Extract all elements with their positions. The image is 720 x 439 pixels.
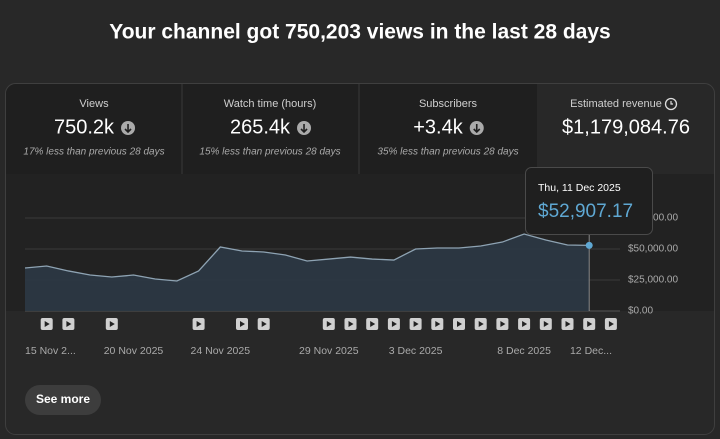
metric-value: +3.4k bbox=[413, 116, 463, 138]
hover-point bbox=[585, 241, 593, 249]
area bbox=[25, 233, 590, 311]
play-icon bbox=[240, 321, 245, 327]
down-arrow bbox=[473, 124, 481, 134]
down-arrow bbox=[300, 124, 308, 134]
clock-icon bbox=[664, 97, 678, 111]
metric-label: Estimated revenue bbox=[570, 98, 662, 110]
clock-hands bbox=[670, 101, 673, 105]
play-icon bbox=[500, 321, 506, 327]
play-icon bbox=[457, 321, 462, 327]
metric-label: Watch time (hours) bbox=[224, 98, 317, 110]
headline: Your channel got 750,203 views in the la… bbox=[109, 21, 610, 44]
play-icon bbox=[196, 321, 202, 327]
play-icon bbox=[587, 321, 593, 327]
x-tick-label: 24 Nov 2025 bbox=[191, 345, 251, 357]
play-icon bbox=[391, 321, 397, 327]
play-icon bbox=[608, 321, 614, 327]
play-icon bbox=[543, 321, 549, 327]
y-tick-label: $50,000.00 bbox=[628, 244, 678, 255]
x-tick-label: 20 Nov 2025 bbox=[104, 345, 164, 357]
x-tick-label: 12 Dec... bbox=[570, 345, 612, 357]
play-icon bbox=[478, 321, 484, 327]
metric-tabs bbox=[6, 84, 537, 174]
play-icon bbox=[326, 321, 332, 327]
see-more-button[interactable] bbox=[25, 385, 101, 415]
button-label[interactable]: See more bbox=[36, 392, 90, 406]
play-icon bbox=[109, 321, 115, 327]
metric-note: 15% less than previous 28 days bbox=[199, 147, 340, 158]
x-tick-label: 29 Nov 2025 bbox=[299, 345, 359, 357]
play-icon bbox=[522, 321, 528, 327]
metric-value: 750.2k bbox=[54, 116, 115, 138]
line bbox=[24, 233, 590, 282]
play-icon bbox=[44, 321, 50, 327]
tooltip-date: Thu, 11 Dec 2025 bbox=[538, 182, 621, 194]
tooltip-value: $52,907.17 bbox=[538, 201, 633, 222]
play-icon bbox=[348, 321, 354, 327]
play-icon bbox=[413, 321, 419, 327]
y-tick-label: $75,000.00 bbox=[628, 213, 678, 224]
metric-label: Subscribers bbox=[419, 98, 478, 110]
play-icon bbox=[565, 321, 571, 327]
play-icon bbox=[370, 321, 376, 327]
tooltip bbox=[525, 167, 653, 235]
y-tick-label: $25,000.00 bbox=[628, 275, 678, 286]
play-icon bbox=[435, 321, 441, 327]
x-tick-label: 15 Nov 2... bbox=[25, 345, 76, 357]
metric-note: 35% less than previous 28 days bbox=[377, 147, 518, 158]
play-icon bbox=[261, 321, 267, 327]
x-tick-label: 3 Dec 2025 bbox=[389, 345, 443, 357]
x-tick-label: 8 Dec 2025 bbox=[497, 345, 551, 357]
metric-note: 17% less than previous 28 days bbox=[23, 147, 164, 158]
play-icon bbox=[66, 321, 72, 327]
metric-value: $1,179,084.76 bbox=[562, 116, 690, 138]
down-arrow bbox=[124, 124, 132, 134]
y-tick-label: $0.00 bbox=[628, 306, 653, 317]
metric-label: Views bbox=[79, 98, 109, 110]
metric-value: 265.4k bbox=[230, 116, 291, 138]
